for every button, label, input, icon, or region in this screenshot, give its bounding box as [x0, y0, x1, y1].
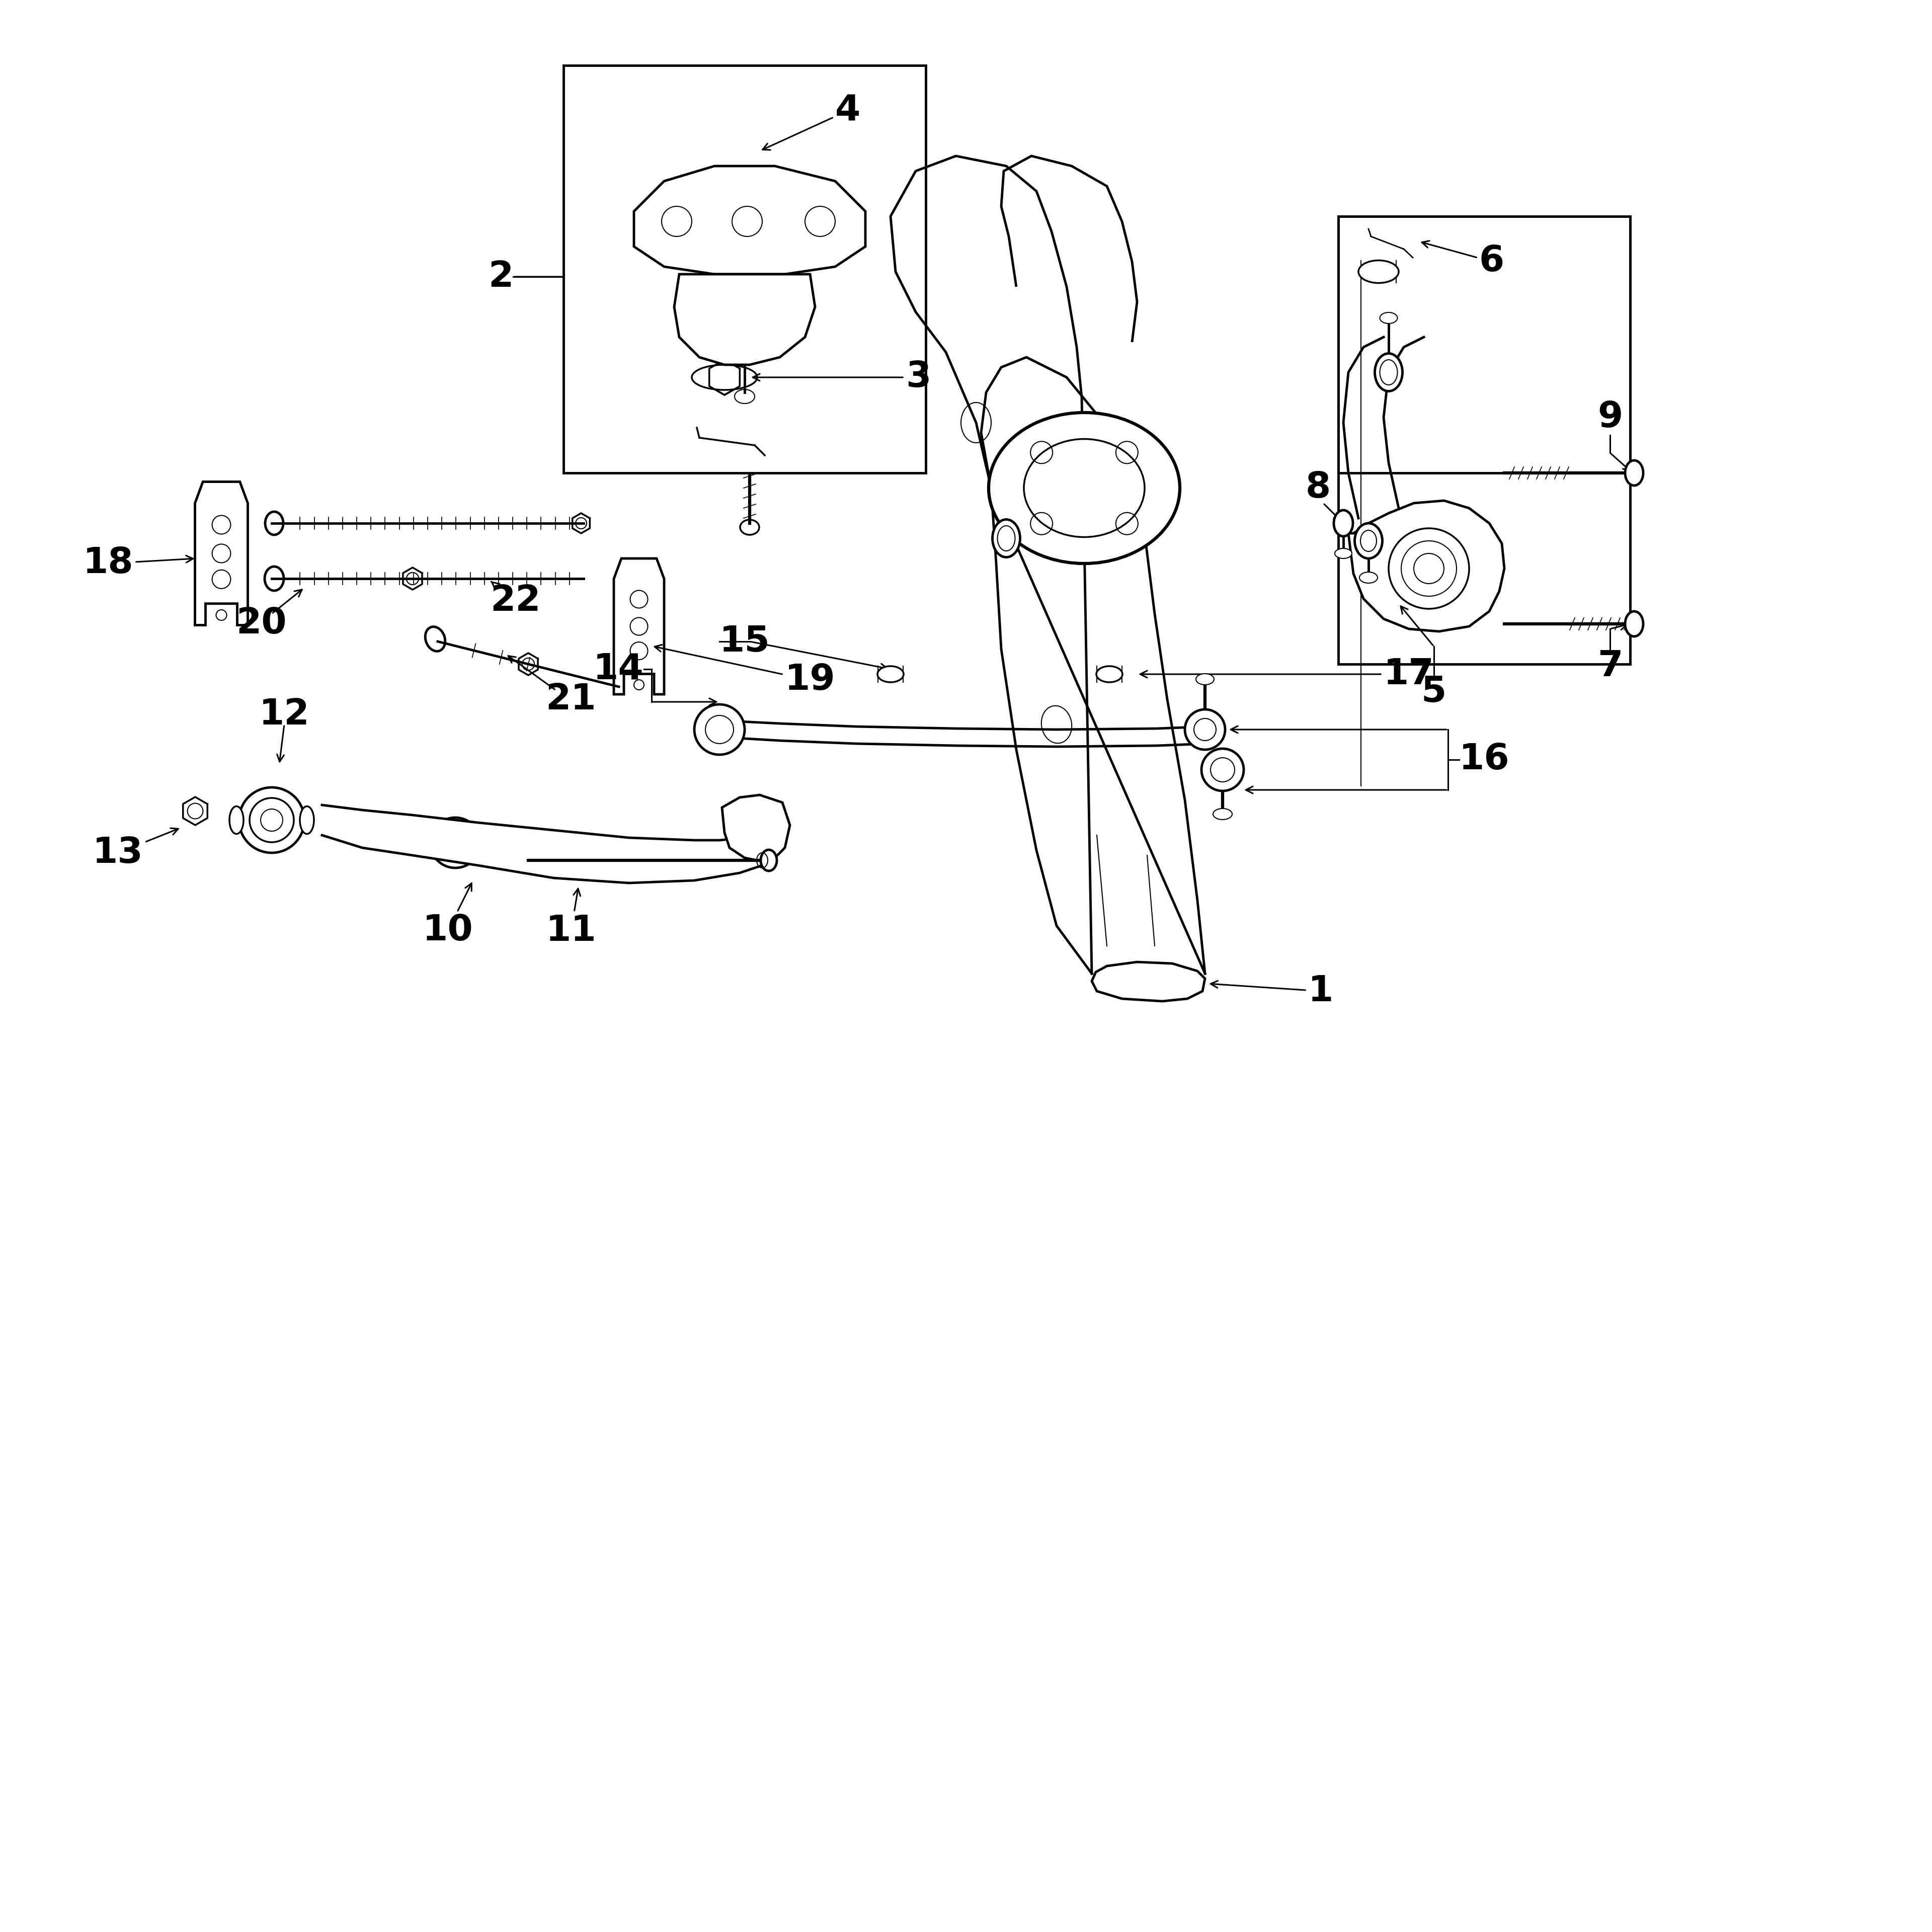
Polygon shape — [674, 274, 815, 365]
Ellipse shape — [1095, 667, 1122, 682]
Ellipse shape — [692, 365, 757, 390]
Ellipse shape — [265, 512, 284, 535]
Text: 19: 19 — [655, 645, 835, 697]
Polygon shape — [1349, 500, 1505, 632]
Circle shape — [431, 817, 481, 867]
Ellipse shape — [425, 626, 444, 651]
Ellipse shape — [989, 413, 1180, 564]
Circle shape — [1389, 527, 1468, 609]
Text: 22: 22 — [491, 582, 541, 618]
Ellipse shape — [993, 520, 1020, 556]
Text: 18: 18 — [83, 547, 193, 582]
Text: 10: 10 — [423, 883, 473, 949]
Text: 13: 13 — [93, 829, 178, 869]
Text: 1: 1 — [1211, 974, 1333, 1009]
Circle shape — [240, 788, 305, 852]
Text: 2: 2 — [489, 259, 514, 294]
Ellipse shape — [1360, 572, 1378, 583]
Polygon shape — [634, 166, 866, 274]
Polygon shape — [195, 481, 247, 626]
Text: 17: 17 — [1140, 657, 1434, 692]
Text: 3: 3 — [753, 359, 931, 394]
Ellipse shape — [1333, 510, 1352, 537]
Circle shape — [1202, 748, 1244, 790]
Ellipse shape — [1213, 808, 1233, 819]
Ellipse shape — [734, 390, 755, 404]
Text: 9: 9 — [1598, 400, 1623, 435]
Ellipse shape — [1379, 313, 1397, 323]
Ellipse shape — [1358, 261, 1399, 282]
Bar — [1339, 216, 1631, 473]
Text: 12: 12 — [259, 697, 309, 732]
Circle shape — [736, 804, 784, 852]
Text: 11: 11 — [545, 889, 597, 949]
Polygon shape — [719, 721, 1208, 746]
Polygon shape — [323, 806, 775, 883]
Ellipse shape — [1354, 524, 1381, 558]
Text: 20: 20 — [236, 607, 288, 641]
Ellipse shape — [1335, 549, 1352, 558]
Polygon shape — [891, 156, 1206, 974]
Bar — [1339, 216, 1631, 665]
Ellipse shape — [265, 566, 284, 591]
Ellipse shape — [1625, 611, 1644, 636]
Text: 7: 7 — [1598, 649, 1623, 684]
Ellipse shape — [299, 806, 313, 835]
Polygon shape — [614, 558, 665, 694]
Text: 15: 15 — [719, 624, 771, 659]
Text: 16: 16 — [1459, 742, 1509, 777]
Text: 4: 4 — [763, 93, 860, 151]
Ellipse shape — [877, 667, 904, 682]
Text: 6: 6 — [1422, 242, 1505, 278]
Text: 21: 21 — [545, 682, 597, 717]
Circle shape — [694, 705, 744, 755]
Ellipse shape — [761, 850, 777, 871]
Ellipse shape — [1196, 674, 1213, 684]
Text: 5: 5 — [1422, 674, 1447, 709]
Text: 8: 8 — [1306, 471, 1331, 506]
Text: 14: 14 — [593, 651, 643, 686]
Ellipse shape — [1376, 354, 1403, 390]
Ellipse shape — [740, 520, 759, 535]
Circle shape — [1184, 709, 1225, 750]
Ellipse shape — [1625, 460, 1644, 485]
Ellipse shape — [230, 806, 243, 835]
Polygon shape — [723, 794, 790, 864]
Polygon shape — [1092, 962, 1206, 1001]
Bar — [564, 66, 925, 473]
